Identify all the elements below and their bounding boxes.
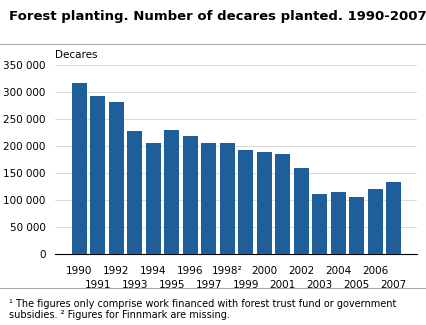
- Bar: [201, 143, 216, 254]
- Bar: [127, 131, 142, 254]
- Text: Decares: Decares: [55, 50, 98, 60]
- Text: ¹ The figures only comprise work financed with forest trust fund or government
s: ¹ The figures only comprise work finance…: [9, 299, 396, 320]
- Bar: [146, 143, 161, 254]
- Bar: [331, 191, 345, 254]
- Bar: [183, 136, 198, 254]
- Text: 2004: 2004: [325, 266, 351, 276]
- Text: 1999: 1999: [233, 280, 259, 290]
- Text: 2002: 2002: [288, 266, 314, 276]
- Text: 1997: 1997: [196, 280, 222, 290]
- Bar: [90, 96, 105, 254]
- Text: 1995: 1995: [158, 280, 185, 290]
- Bar: [386, 182, 401, 254]
- Bar: [164, 130, 179, 254]
- Bar: [294, 168, 308, 254]
- Text: 1992: 1992: [103, 266, 130, 276]
- Bar: [275, 154, 290, 254]
- Bar: [349, 197, 364, 254]
- Text: 1990: 1990: [66, 266, 92, 276]
- Text: 2001: 2001: [270, 280, 296, 290]
- Bar: [368, 189, 383, 254]
- Text: Forest planting. Number of decares planted. 1990-2007¹: Forest planting. Number of decares plant…: [9, 10, 426, 23]
- Text: 2005: 2005: [343, 280, 370, 290]
- Text: 2007: 2007: [380, 280, 407, 290]
- Bar: [257, 152, 271, 254]
- Text: 2006: 2006: [362, 266, 388, 276]
- Text: 1991: 1991: [84, 280, 111, 290]
- Text: 1993: 1993: [121, 280, 148, 290]
- Text: 2000: 2000: [251, 266, 277, 276]
- Bar: [72, 83, 86, 254]
- Bar: [312, 194, 327, 254]
- Text: 1998²: 1998²: [212, 266, 242, 276]
- Text: 1996: 1996: [177, 266, 204, 276]
- Text: 2003: 2003: [307, 280, 333, 290]
- Bar: [109, 102, 124, 254]
- Text: 1994: 1994: [140, 266, 167, 276]
- Bar: [238, 150, 253, 254]
- Bar: [220, 143, 235, 254]
